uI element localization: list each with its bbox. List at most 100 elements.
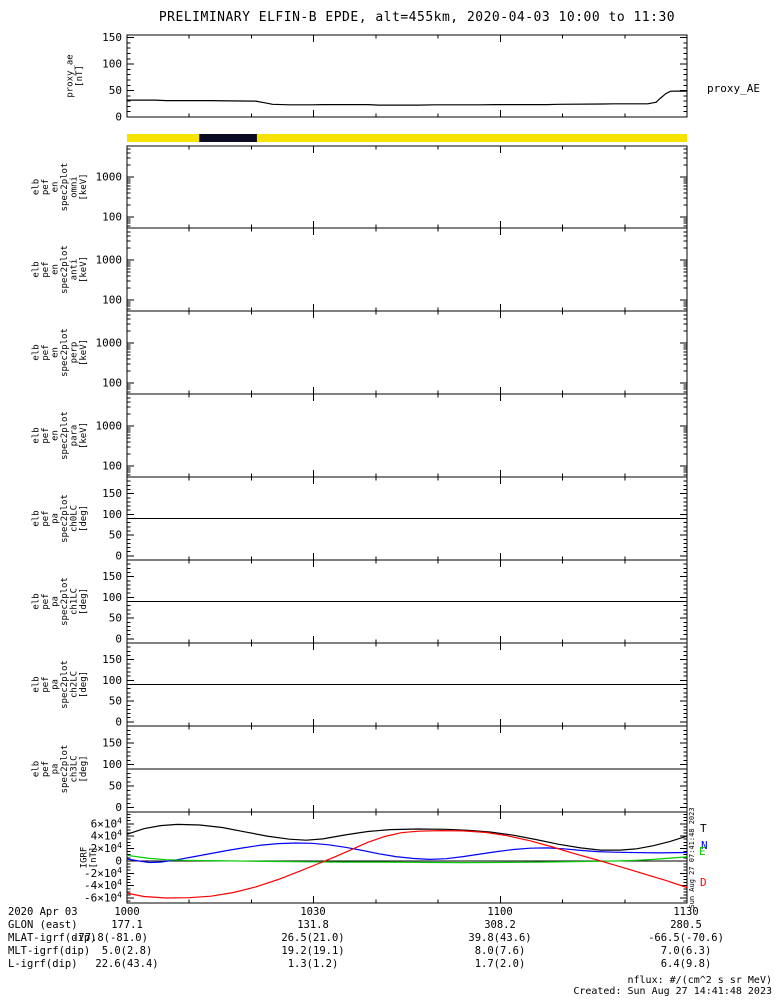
panel-ylabel-line: ch1LC	[70, 588, 80, 615]
footer-value: 6.4(9.8)	[660, 958, 712, 970]
svg-text:-6×104: -6×104	[84, 891, 122, 905]
svg-text:100: 100	[102, 758, 122, 771]
panel-ylabel-line: pef	[41, 761, 51, 777]
panel-ylabel-line: spec2plot	[60, 328, 70, 377]
panel-pa_ch2: 0 50 100 150 elb pef pa spec2plot ch2LC [deg]	[32, 642, 688, 728]
proxy-ae-panel-label: proxy_AE	[707, 82, 760, 95]
svg-text:150: 150	[102, 570, 122, 583]
xtick-label-1030: 1030	[300, 906, 326, 918]
panel-en_anti: 100 1000 elb pef en spec2plot anti [keV]	[32, 227, 688, 312]
panel-pa_ch3: 0 50 100 150 elb pef pa spec2plot ch3LC [deg]	[32, 725, 688, 814]
created-note: Created: Sun Aug 27 14:41:48 2023	[573, 986, 772, 997]
panel-ylabel-line: elb	[32, 761, 42, 777]
svg-text:1000: 1000	[96, 254, 123, 267]
svg-text:100: 100	[102, 508, 122, 521]
svg-text:-4×104: -4×104	[84, 878, 122, 892]
svg-text:0: 0	[115, 111, 122, 124]
svg-text:0: 0	[115, 549, 122, 562]
panel-ylabel-line: pef	[41, 427, 51, 443]
panel-ylabel-line: pa	[51, 764, 61, 775]
svg-text:0: 0	[115, 715, 122, 728]
svg-text:4×104: 4×104	[91, 829, 123, 843]
footer-value: 177.1	[111, 919, 143, 931]
panel-ylabel-line: elb	[32, 179, 42, 195]
footer-value: 8.0(7.6)	[474, 945, 526, 957]
svg-text:0: 0	[115, 854, 122, 867]
svg-text:100: 100	[102, 674, 122, 687]
panel-ylabel-line: pef	[41, 179, 51, 195]
svg-text:150: 150	[102, 31, 122, 44]
panel-ylabel-line: elb	[32, 593, 42, 609]
series-T	[126, 823, 688, 851]
svg-text:150: 150	[102, 737, 122, 750]
footer-value: 19.2(19.1)	[281, 945, 345, 957]
footer-value: -66.5(-70.6)	[648, 932, 724, 944]
panel-ylabel-line: en	[51, 430, 61, 441]
panel-ylabel-line: elb	[32, 510, 42, 526]
svg-text:2×104: 2×104	[91, 841, 123, 855]
panel-ylabel-line: ch0LC	[70, 505, 80, 532]
svg-text:100: 100	[102, 591, 122, 604]
panel-bar	[127, 134, 687, 142]
panel-ylabel-line: [deg]	[79, 588, 89, 615]
footer-date: 2020 Apr 03	[8, 906, 78, 918]
svg-text:50: 50	[109, 84, 122, 97]
panel-ylabel-line: pef	[41, 510, 51, 526]
series-D	[126, 829, 688, 899]
svg-text:1000: 1000	[96, 171, 123, 184]
panel-ylabel-line: IGRF	[80, 847, 90, 869]
panel-en_para: 100 1000 elb pef en spec2plot para [keV]	[32, 393, 688, 478]
panel-ylabel-line: spec2plot	[60, 494, 70, 543]
xtick-label-1100: 1100	[487, 906, 513, 918]
svg-text:0: 0	[115, 632, 122, 645]
panel-pa_ch1: 0 50 100 150 elb pef pa spec2plot ch1LC [deg]	[32, 559, 688, 645]
footer-value: 308.2	[484, 919, 516, 931]
panel-ylabel-line: [nT]	[89, 847, 99, 869]
igrf-legend-E: E	[699, 845, 706, 858]
panel-ylabel-line: [keV]	[79, 422, 89, 449]
footer-value: 1.3(1.2)	[287, 958, 339, 970]
footer-value: 22.6(43.4)	[95, 958, 159, 970]
panel-proxy: 0 50 100 150 proxy_ae [nT]	[66, 31, 688, 124]
panel-ylabel-line: proxy_ae	[66, 54, 76, 97]
panel-ylabel-line: en	[51, 264, 61, 275]
status-bar	[127, 134, 687, 142]
panel-pa_ch0: 0 50 100 150 elb pef pa spec2plot ch0LC [deg]	[32, 476, 688, 562]
panel-ylabel-line: en	[51, 182, 61, 193]
svg-text:150: 150	[102, 653, 122, 666]
panel-ylabel-line: ch2LC	[70, 671, 80, 698]
footer-value: 5.0(2.8)	[101, 945, 153, 957]
xtick-label-1000: 1000	[114, 906, 140, 918]
svg-text:50: 50	[109, 695, 122, 708]
svg-text:0: 0	[115, 801, 122, 814]
svg-text:50: 50	[109, 612, 122, 625]
svg-text:100: 100	[102, 377, 122, 390]
panel-ylabel-line: pa	[51, 596, 61, 607]
footer-row-label-l: L-igrf(dip)	[8, 958, 78, 970]
panel-ylabel-line: [deg]	[79, 755, 89, 782]
panel-ylabel-line: [keV]	[79, 256, 89, 283]
footer-value: 1.7(2.0)	[474, 958, 526, 970]
series-N	[126, 842, 688, 864]
panel-ylabel-line: pa	[51, 513, 61, 524]
panel-ylabel-line: spec2plot	[60, 745, 70, 794]
svg-text:100: 100	[102, 460, 122, 473]
panel-ylabel-line: elb	[32, 344, 42, 360]
panel-ylabel-line: spec2plot	[60, 245, 70, 294]
footer-value: 131.8	[297, 919, 329, 931]
svg-text:50: 50	[109, 780, 122, 793]
panel-ylabel-line: perp	[70, 342, 80, 364]
panel-en_perp: 100 1000 elb pef en spec2plot perp [keV]	[32, 310, 688, 395]
series-E	[126, 854, 688, 864]
panel-ylabel-line: [deg]	[79, 671, 89, 698]
footer-value: 39.8(43.6)	[468, 932, 532, 944]
footer-value: 7.0(6.3)	[660, 945, 712, 957]
svg-text:1000: 1000	[96, 337, 123, 350]
panel-ylabel-line: [deg]	[79, 505, 89, 532]
status-bar-segment	[199, 134, 257, 142]
panel-en_omni: 100 1000 elb pef en spec2plot omni [keV]	[32, 145, 688, 229]
panel-ylabel-line: en	[51, 347, 61, 358]
plot-title: PRELIMINARY ELFIN-B EPDE, alt=455km, 202…	[158, 10, 676, 25]
